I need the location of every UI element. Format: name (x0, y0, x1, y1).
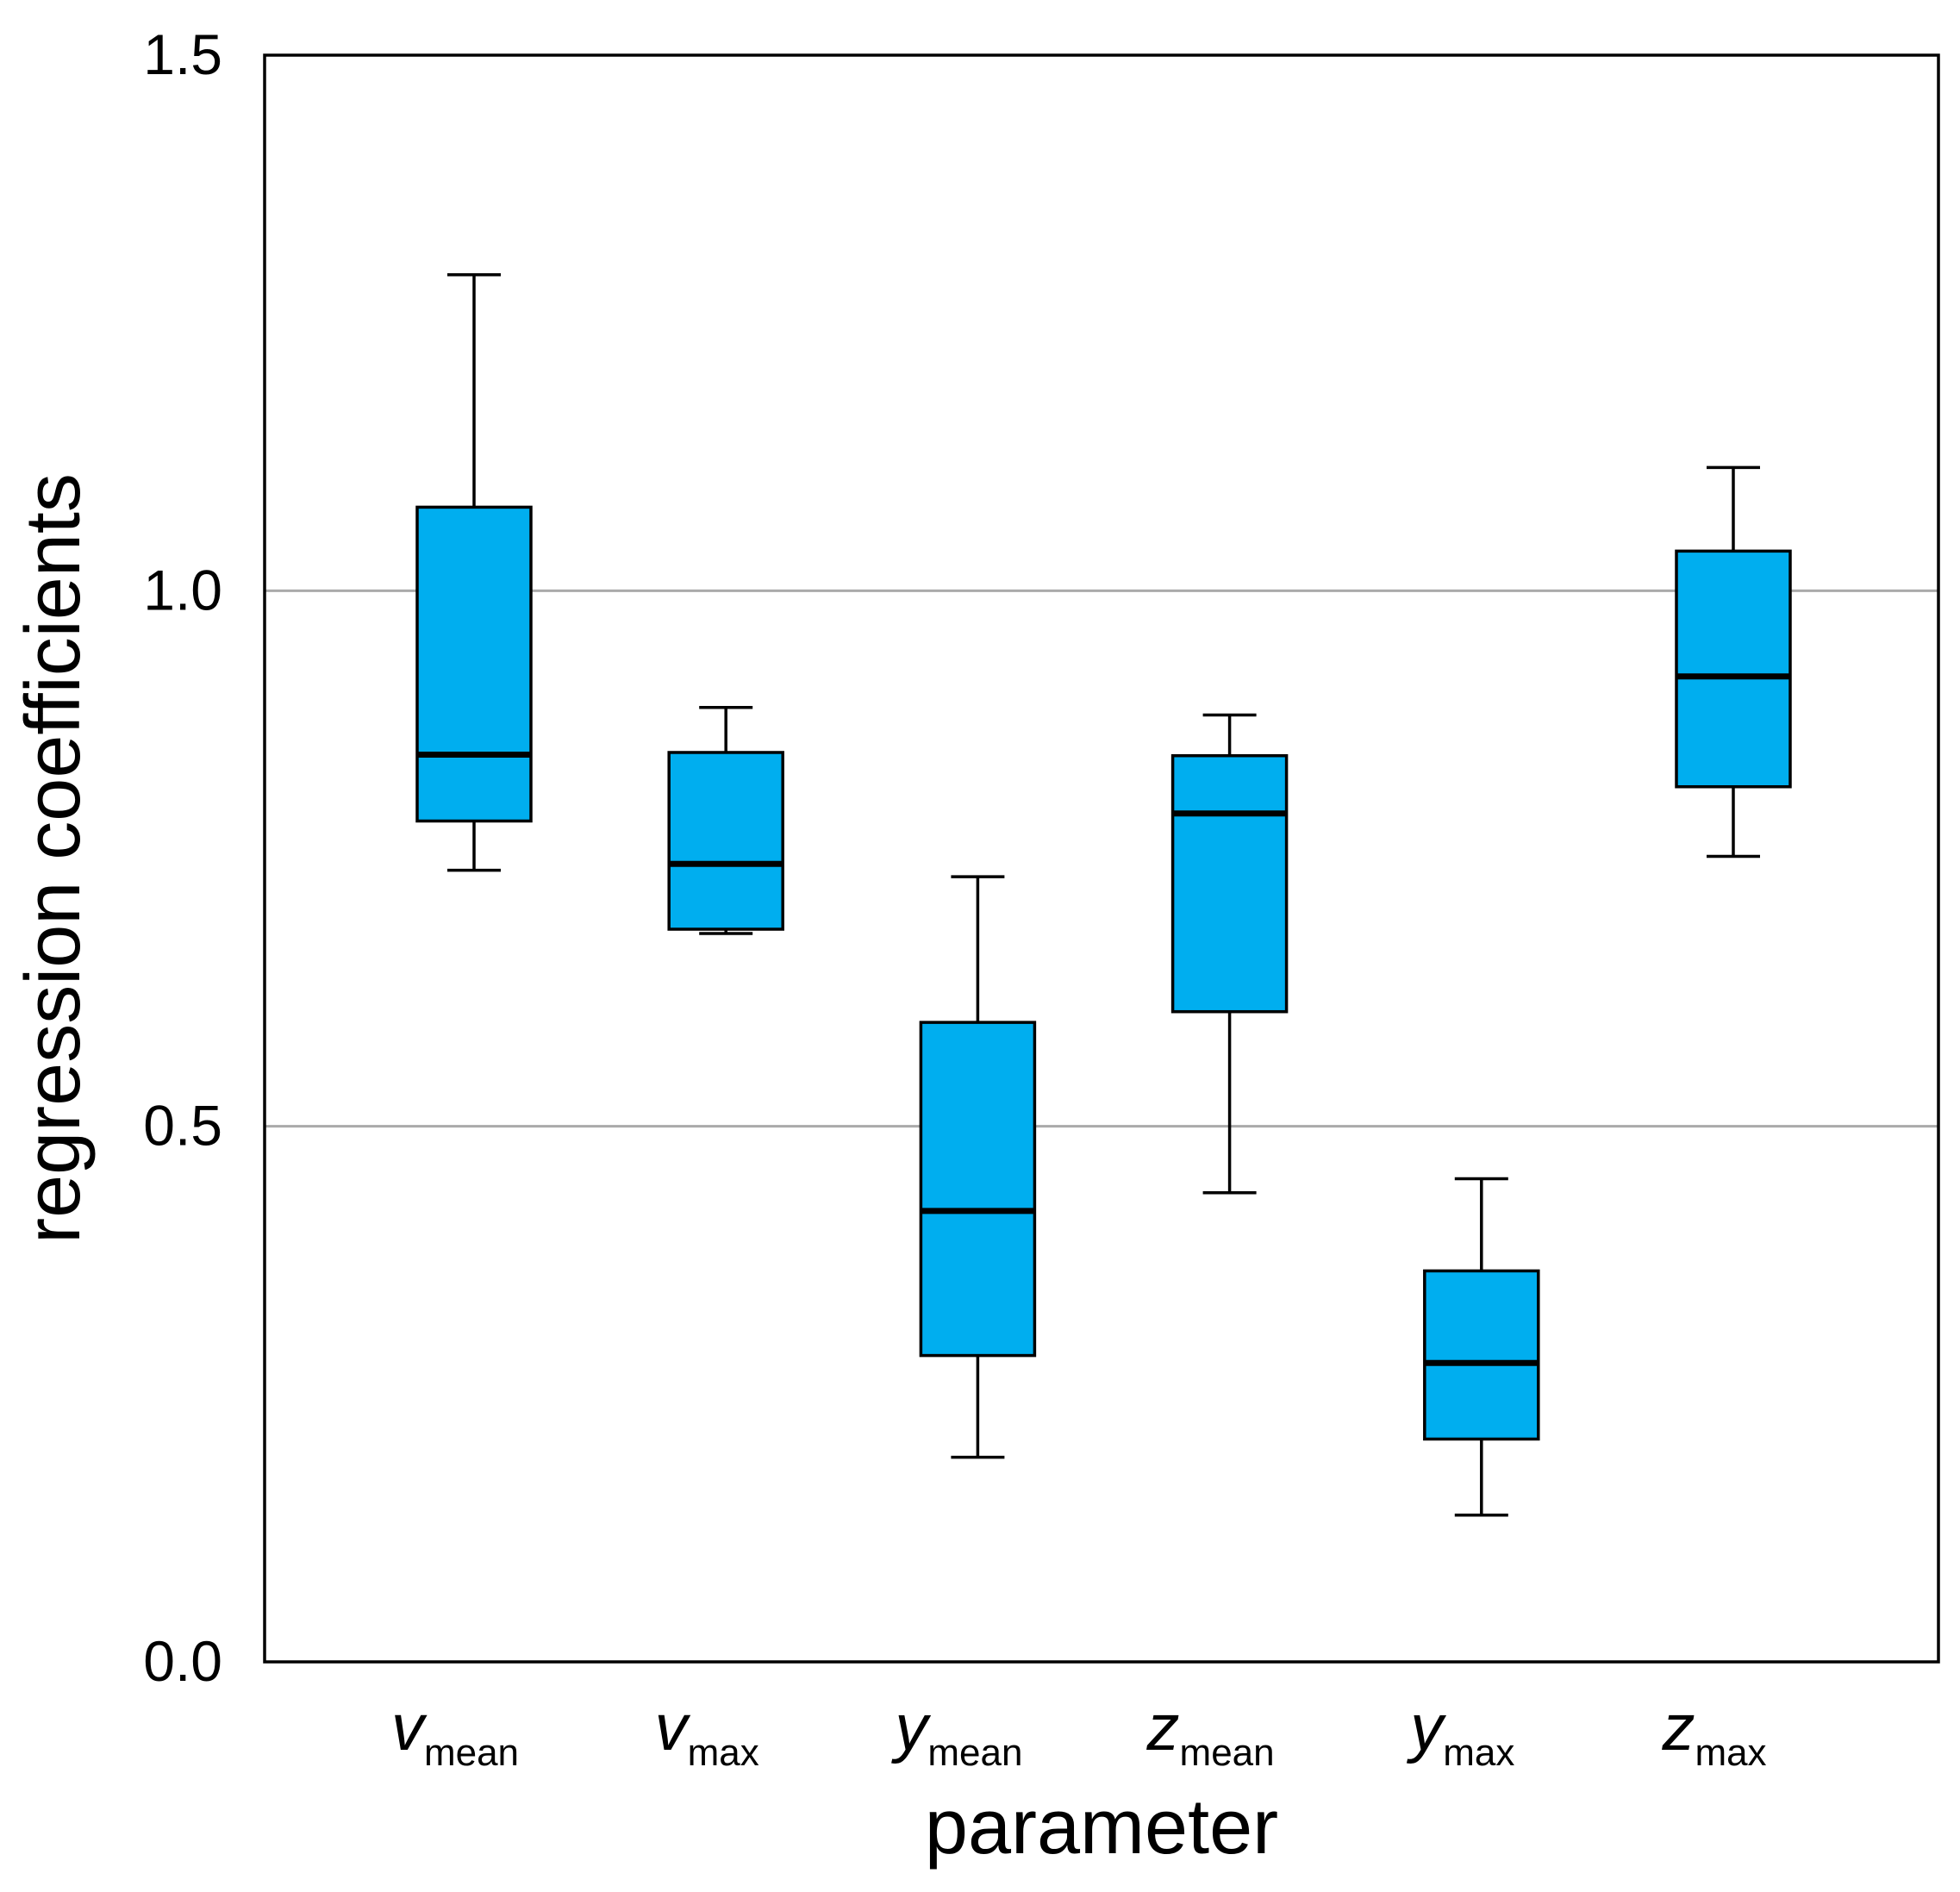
x-axis-categories: vmean vmax ymean zmean ymax zmax (391, 1691, 1767, 1774)
gridlines (265, 589, 1938, 1128)
category-subscript: max (1695, 1732, 1766, 1774)
category-symbol: y (1406, 1691, 1446, 1764)
category-subscript: max (688, 1732, 759, 1774)
box-group-5 (1675, 465, 1792, 859)
y-tick-label-2: 1.0 (143, 558, 222, 621)
box-group-3 (1170, 713, 1289, 1195)
box-group-1 (667, 706, 784, 935)
plot-frame (263, 53, 1940, 1664)
category-symbol: y (890, 1691, 931, 1764)
category-symbol: z (1661, 1691, 1695, 1764)
boxes (415, 272, 1792, 1517)
category-subscript: max (1443, 1732, 1514, 1774)
box-group-4 (1423, 1177, 1540, 1517)
x-category-label-1: vmax (655, 1691, 759, 1774)
category-subscript: mean (1180, 1732, 1275, 1774)
category-symbol: v (655, 1691, 691, 1764)
y-tick-label-1: 0.5 (143, 1094, 222, 1158)
box-group-0 (415, 272, 533, 872)
category-symbol: v (391, 1691, 428, 1764)
y-axis-ticks: 0.0 0.5 1.0 1.5 (143, 22, 222, 1693)
category-subscript: mean (424, 1732, 519, 1774)
box-body (1675, 549, 1792, 789)
x-category-label-2: ymean (890, 1691, 1022, 1774)
category-subscript: mean (927, 1732, 1022, 1774)
x-axis-title: parameter (925, 1784, 1278, 1870)
x-category-label-0: vmean (391, 1691, 519, 1774)
category-symbol: z (1146, 1691, 1180, 1764)
y-tick-label-3: 1.5 (143, 22, 222, 86)
y-tick-label-0: 0.0 (143, 1629, 222, 1693)
x-category-label-3: zmean (1146, 1691, 1275, 1774)
box-body (415, 505, 533, 823)
x-category-label-5: zmax (1661, 1691, 1766, 1774)
box-body (1423, 1269, 1540, 1441)
box-group-2 (919, 875, 1037, 1459)
y-axis-title: regression coefficients (10, 473, 97, 1244)
x-category-label-4: ymax (1406, 1691, 1514, 1774)
box-body (919, 1021, 1037, 1358)
box-body (1170, 753, 1289, 1014)
box-body (667, 751, 784, 931)
